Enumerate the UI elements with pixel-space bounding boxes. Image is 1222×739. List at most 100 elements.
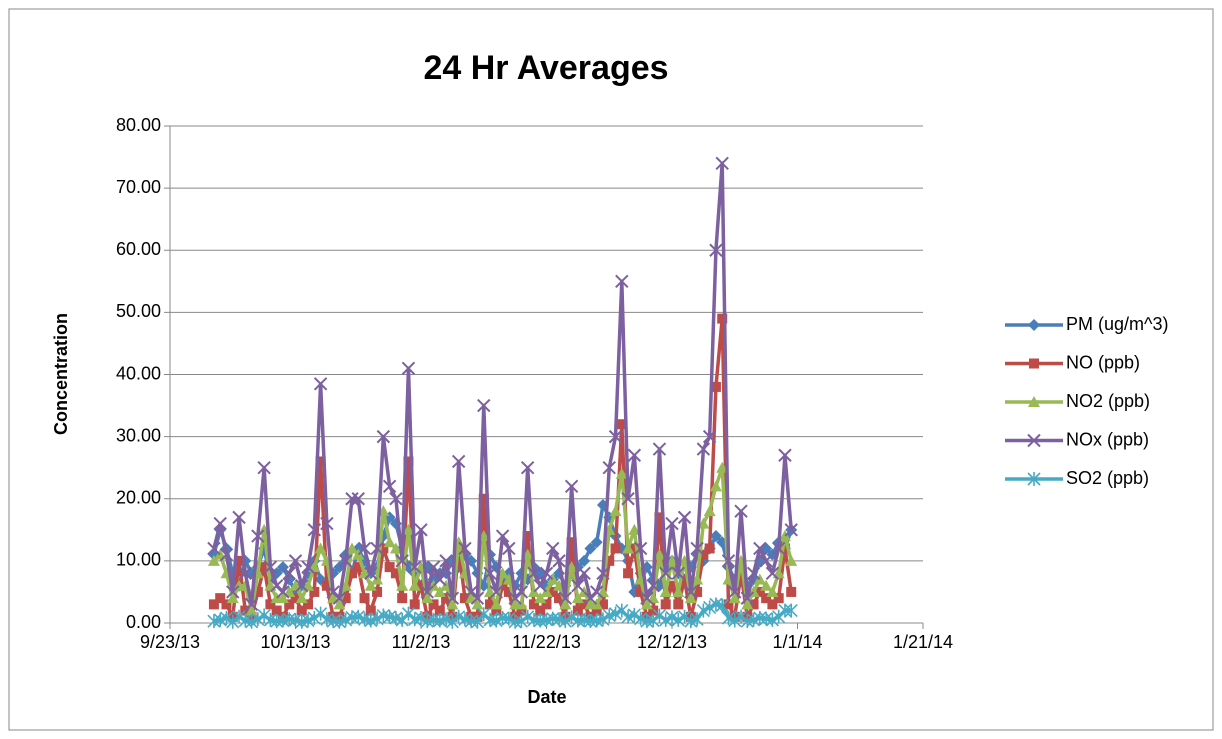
marker — [276, 585, 290, 599]
marker — [734, 504, 748, 518]
y-tick-label: 30.00 — [116, 425, 161, 445]
marker — [640, 591, 654, 605]
marker — [357, 541, 372, 556]
marker — [207, 541, 221, 556]
marker — [778, 603, 792, 618]
marker — [338, 554, 353, 568]
x-tick-label: 9/23/13 — [140, 632, 200, 652]
marker — [1027, 433, 1041, 448]
marker — [382, 479, 397, 494]
marker — [740, 591, 755, 605]
marker — [610, 543, 621, 554]
marker — [502, 611, 516, 626]
marker — [295, 579, 309, 593]
marker — [514, 585, 529, 599]
marker — [259, 562, 270, 573]
legend-label: NO2 (ppb) — [1066, 391, 1150, 411]
marker — [421, 592, 434, 604]
marker — [541, 599, 552, 610]
marker — [779, 543, 790, 554]
marker — [629, 543, 640, 554]
marker — [528, 599, 539, 610]
marker — [547, 586, 558, 597]
marker — [490, 598, 503, 610]
marker — [773, 593, 784, 604]
marker — [697, 517, 710, 529]
marker — [346, 568, 357, 579]
marker — [414, 611, 428, 626]
marker — [716, 461, 729, 473]
marker — [621, 492, 635, 506]
marker — [748, 599, 759, 610]
marker — [471, 598, 484, 610]
legend-label: NOx (ppb) — [1066, 429, 1149, 449]
chart-border — [8, 8, 1214, 731]
marker — [728, 585, 742, 599]
marker — [584, 542, 597, 555]
marker — [485, 599, 496, 610]
marker — [564, 479, 579, 494]
marker — [596, 566, 610, 581]
marker — [503, 586, 514, 597]
marker — [761, 593, 772, 604]
marker — [321, 580, 332, 591]
marker — [672, 585, 685, 597]
marker — [520, 460, 535, 475]
marker — [389, 542, 402, 554]
marker — [785, 554, 798, 566]
legend-label: SO2 (ppb) — [1066, 468, 1149, 488]
marker — [615, 274, 629, 289]
marker — [226, 614, 240, 629]
marker — [439, 554, 453, 568]
marker — [397, 593, 408, 604]
marker — [445, 591, 460, 605]
marker — [502, 541, 516, 556]
marker — [654, 512, 665, 523]
marker — [477, 398, 491, 413]
y-tick-label: 20.00 — [116, 488, 161, 508]
marker — [677, 510, 692, 525]
marker — [784, 523, 798, 537]
marker — [403, 456, 414, 467]
marker — [489, 585, 504, 599]
marker — [288, 554, 303, 568]
marker — [615, 467, 628, 479]
marker — [721, 554, 736, 568]
marker — [709, 480, 722, 492]
marker — [734, 609, 748, 624]
marker — [441, 593, 452, 604]
marker — [340, 593, 351, 604]
marker — [778, 448, 792, 462]
marker — [760, 579, 773, 591]
marker — [276, 592, 289, 604]
marker — [345, 542, 358, 554]
marker — [679, 574, 690, 585]
marker — [736, 568, 747, 579]
marker — [673, 599, 684, 610]
marker — [566, 537, 577, 548]
marker — [219, 611, 234, 626]
marker — [370, 611, 384, 626]
marker — [226, 592, 239, 604]
marker — [767, 599, 778, 610]
y-tick-label: 70.00 — [116, 177, 161, 197]
marker — [552, 554, 566, 568]
marker — [640, 598, 653, 610]
marker — [359, 593, 370, 604]
marker — [426, 560, 441, 574]
marker — [483, 566, 497, 581]
marker — [378, 543, 389, 554]
marker — [696, 603, 710, 618]
marker — [539, 566, 554, 581]
marker — [684, 592, 697, 604]
marker — [627, 448, 642, 462]
marker — [232, 609, 246, 624]
marker — [533, 579, 547, 593]
y-tick-label: 0.00 — [126, 612, 161, 632]
marker — [753, 541, 767, 556]
marker — [765, 612, 779, 627]
marker — [428, 599, 439, 610]
marker — [307, 611, 321, 626]
marker — [345, 492, 359, 506]
